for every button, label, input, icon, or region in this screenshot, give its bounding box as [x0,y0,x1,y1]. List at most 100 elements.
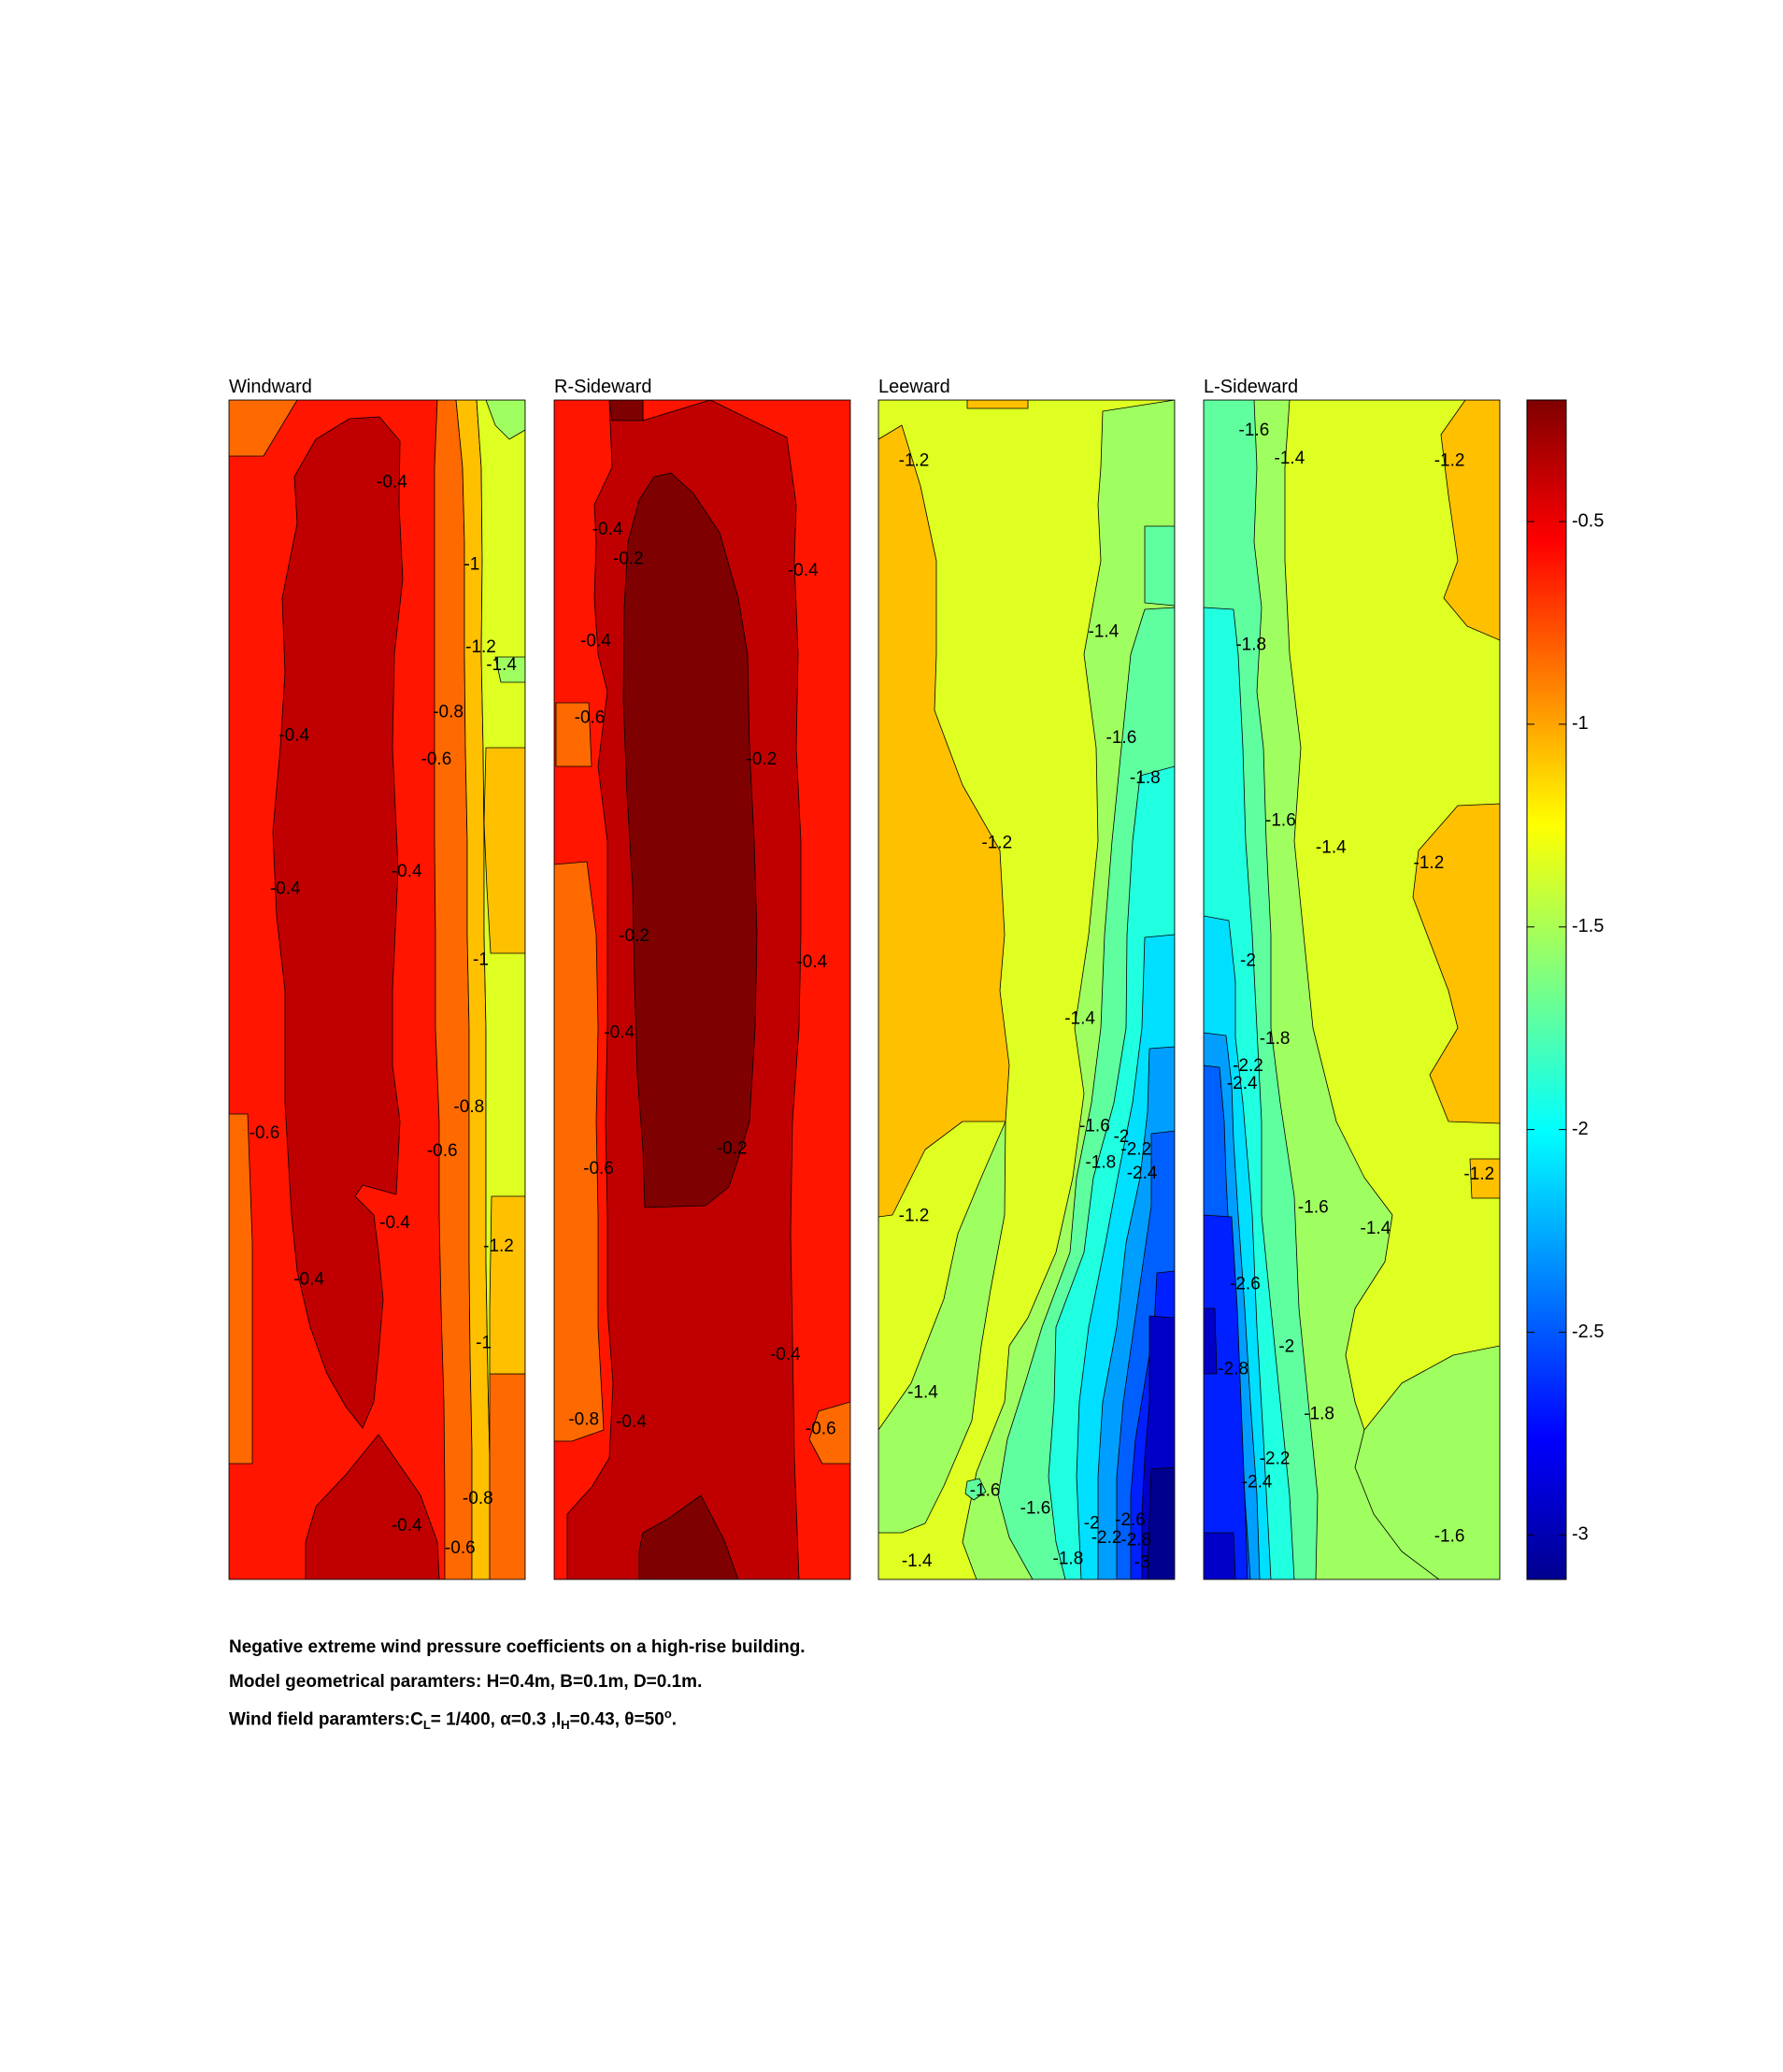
contour-label: -1.8 [1130,768,1161,788]
colorbar-ticks: -0.5 -1 -1.5 -2 -2.5 -3 [1527,510,1604,1545]
contour-label: -0.4 [278,726,309,746]
contour-label: -1.8 [1085,1153,1116,1173]
contour-label: -0.4 [580,632,611,651]
contour-label: -1.2 [981,834,1012,853]
contour-label: -0.4 [770,1345,801,1365]
colorbar-tick-label: -2 [1572,1119,1589,1139]
contour-label: -1.2 [1434,451,1465,471]
caption-sub-l: L [422,1718,431,1733]
contour-label: -1.6 [1079,1116,1110,1136]
contour-label: -0.2 [619,926,649,946]
contour-label: -0.4 [604,1023,635,1043]
contour-label: -2 [1084,1514,1100,1534]
colorbar-tick-label: -2.5 [1572,1322,1604,1342]
contour-label: -0.8 [453,1097,484,1117]
contour-label: -0.2 [747,750,777,769]
contour-label: -2.8 [1120,1530,1151,1550]
contour-label: -2.4 [1227,1074,1258,1093]
contour-label: -1.6 [1298,1198,1329,1218]
caption-line-3-part-c: =0.43, θ=50 [569,1709,664,1730]
fill-windward-top-green [485,400,525,440]
fill-lside-blue3 [1204,1214,1248,1579]
contour-label: -0.6 [421,750,452,769]
contour-fills-leeward [878,400,1175,1579]
fill-lside-orange-mid [1412,803,1500,1124]
contour-label: -0.8 [568,1410,599,1430]
contour-label: -1.4 [1275,449,1305,468]
fill-leeward-blue5 [1147,1466,1175,1579]
contour-label: -1.4 [1361,1219,1391,1238]
panel-border-leeward [877,399,1176,1580]
caption-sub-h: H [561,1718,570,1733]
colorbar-gradient [1526,399,1567,1580]
fill-leeward-lower-left-green [878,1121,1006,1534]
fill-windward-topleft [229,400,298,457]
contour-label: -0.4 [392,862,422,881]
contour-label: -1.4 [907,1383,938,1403]
fill-windward-upper-inner-orange [483,747,525,954]
contour-label: -0.4 [788,561,819,580]
fill-rside-right-orange [808,1401,850,1465]
contour-label: -1.2 [1414,853,1445,873]
contour-fills-r-sideward [554,400,850,1579]
contour-label: -1.6 [970,1480,1001,1500]
contour-label: -2 [1240,951,1256,971]
fill-rside-left-orange [554,861,605,1442]
contour-label: -1.2 [899,451,930,471]
fill-lside-orange-top [1440,400,1500,641]
fill-lside-lower-green-right [1354,1345,1500,1579]
fill-windward-mid-green [494,656,525,683]
contour-label: -1 [476,1334,492,1353]
contour-fills-windward [229,400,525,1579]
fill-windward-core-lower [305,1434,440,1579]
fill-lside-orange-small [1469,1158,1500,1199]
contour-fills-l-sideward [1204,400,1500,1579]
contour-label: -2.6 [1230,1275,1261,1294]
fill-rside-left-small-orange [555,702,592,767]
contour-label: -2.8 [1218,1359,1248,1379]
contour-label: -2.6 [1115,1510,1146,1530]
fill-lside-blue5 [1204,1532,1236,1579]
contour-label: -1.2 [465,637,496,657]
contour-label: -2 [1113,1127,1129,1147]
contour-label: -0.8 [463,1489,493,1508]
contour-label: -0.6 [583,1159,614,1179]
contour-label: -1.2 [483,1236,514,1256]
contour-label: -1.2 [899,1206,930,1225]
contour-label: -0.6 [427,1141,458,1161]
contour-label: -1.4 [1316,838,1347,858]
contour-label: -1.2 [1463,1165,1494,1184]
panel-border-r-sideward [553,399,851,1580]
fill-rside-core-dark [622,472,758,1208]
contour-label: -2.2 [1260,1449,1291,1468]
panel-title-windward: Windward [229,377,312,397]
contour-label: -0.6 [575,708,606,728]
caption-line-1: Negative extreme wind pressure coefficie… [229,1637,806,1657]
caption-line-3: Wind field paramters:CL= 1/400, α=0.3 ,I… [229,1707,677,1732]
fill-windward-lower-orange [489,1373,525,1579]
contour-label: -2.4 [1242,1473,1273,1493]
contour-labels-l-sideward: -1.6-1.4 -1.2-1.8-1.6-1.4-1.2-2-1.8-2.2-2… [1218,421,1494,1547]
contour-label: -0.4 [379,1213,410,1233]
panel-border-l-sideward [1203,399,1501,1580]
contour-label: -0.4 [592,520,623,539]
contour-label: -0.4 [270,879,301,899]
fill-leeward-teal-top [1144,525,1175,607]
contour-label: -1.6 [1265,811,1296,831]
colorbar-tick-label: -0.5 [1572,510,1604,531]
fill-windward-lower-yellow [489,1195,525,1375]
fill-leeward-left-orange [878,424,1010,1218]
contour-label: -1.6 [1020,1498,1051,1518]
panel-windward: Windward -0.4-1-1.2-1.4-0.8-0.4-0.6-0.4-… [228,377,526,1580]
colorbar-tick-label: -1 [1572,713,1589,734]
contour-label: -0.6 [250,1123,280,1143]
contour-label: -2 [1278,1336,1294,1356]
caption-line-3-part-a: Wind field paramters:C [229,1709,423,1730]
contour-label: -0.2 [717,1138,748,1158]
contour-label: -1 [473,950,489,969]
contour-label: -2.2 [1120,1140,1151,1160]
contour-label: -0.6 [806,1420,836,1439]
contour-label: -0.8 [433,702,464,722]
fill-rside-top-dark [608,400,644,422]
